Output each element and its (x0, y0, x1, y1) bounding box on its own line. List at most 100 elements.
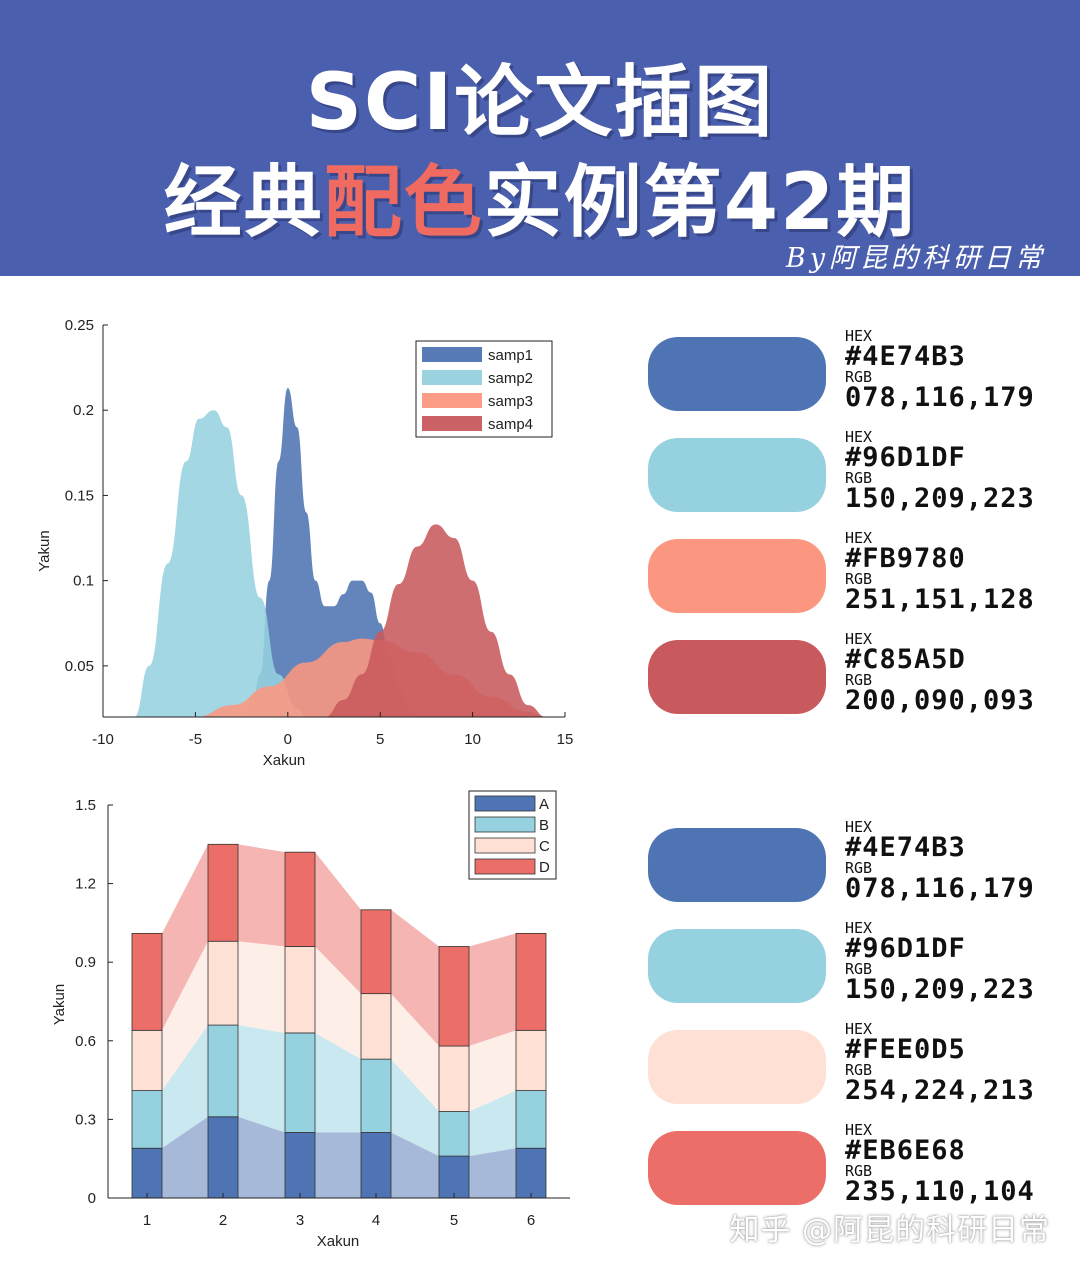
band-B (162, 1025, 208, 1149)
color-codes: HEX #4E74B3 RGB 078,116,179 (845, 818, 1035, 903)
hex-label: HEX (845, 919, 873, 937)
bar-D (284, 851, 316, 947)
legend-label: D (539, 859, 550, 876)
x-tick-label: 5 (376, 731, 384, 748)
bar-A (207, 1116, 239, 1199)
color-codes: HEX #96D1DF RGB 150,209,223 (845, 919, 1035, 1005)
color-swatch (648, 438, 826, 512)
band-C (162, 941, 208, 1091)
rgb-label: RGB (845, 1061, 873, 1079)
x-tick-label: 6 (527, 1212, 535, 1229)
hex-value: #EB6E68 (845, 1135, 966, 1166)
rgb-label: RGB (845, 368, 873, 386)
x-tick-label: 5 (450, 1212, 458, 1229)
title-highlight: 配色 (323, 158, 484, 248)
bar-A (284, 1132, 316, 1199)
x-axis-label: Xakun (317, 1233, 360, 1250)
density-area-chart: -10 -5 0 5 10 15 0.05 0.1 0.15 0.2 0.25 Xakun Yakun s… (36, 317, 574, 769)
hex-label: HEX (845, 630, 873, 648)
color-swatch-entry: HEX #EB6E68 RGB 235,110,104 (648, 1123, 1068, 1209)
legend-label: A (539, 796, 549, 813)
color-swatch-entry: HEX #4E74B3 RGB 078,116,179 (648, 329, 1068, 415)
color-swatch (648, 1030, 826, 1104)
rgb-label: RGB (845, 859, 873, 877)
rgb-label: RGB (845, 671, 873, 689)
band-C (238, 941, 285, 1033)
x-tick-label: 2 (219, 1212, 227, 1229)
bar-A (438, 1155, 470, 1199)
band-D (238, 844, 285, 947)
bar-C (515, 1029, 547, 1091)
legend-label: samp2 (488, 370, 533, 387)
band-D (469, 933, 516, 1047)
color-swatch (648, 828, 826, 902)
band-A (162, 1116, 208, 1198)
x-tick-label: 10 (464, 731, 481, 748)
hex-label: HEX (845, 327, 873, 345)
hex-value: #C85A5D (845, 644, 966, 675)
y-tick-label: 0.9 (75, 954, 96, 971)
bar-D (360, 909, 392, 995)
hex-value: #4E74B3 (845, 832, 966, 863)
legend-label: samp4 (488, 416, 533, 433)
legend-swatch (474, 858, 536, 875)
bar-A (131, 1147, 163, 1199)
bar-B (284, 1032, 316, 1133)
legend-label: samp1 (488, 347, 533, 364)
hex-label: HEX (845, 1020, 873, 1038)
color-codes: HEX #FEE0D5 RGB 254,224,213 (845, 1020, 1035, 1106)
title-line-2-part-a: 经典 (163, 158, 324, 248)
bar-D (515, 932, 547, 1031)
bar-C (207, 940, 239, 1026)
y-axis-label: Yakun (51, 984, 68, 1025)
rgb-label: RGB (845, 469, 873, 487)
hex-label: HEX (845, 818, 873, 836)
hex-value: #FEE0D5 (845, 1034, 966, 1065)
rgb-label: RGB (845, 570, 873, 588)
rgb-value: 251,151,128 (845, 584, 1035, 615)
band-B (391, 1059, 439, 1157)
y-tick-label: 0.05 (65, 658, 94, 675)
legend-label: B (539, 817, 549, 834)
area-samp4 (324, 524, 547, 717)
band-D (315, 852, 361, 994)
rgb-value: 078,116,179 (845, 382, 1035, 413)
y-tick-label: 0.15 (65, 487, 94, 504)
legend-swatch (422, 347, 482, 362)
color-codes: HEX #FB9780 RGB 251,151,128 (845, 531, 1035, 615)
x-tick-label: 0 (284, 731, 292, 748)
legend-swatch (422, 416, 482, 431)
y-tick-label: 0.25 (65, 317, 94, 334)
rgb-value: 254,224,213 (845, 1075, 1035, 1106)
color-swatch-entry: HEX #FEE0D5 RGB 254,224,213 (648, 1022, 1068, 1108)
y-axis-label: Yakun (36, 530, 53, 571)
title-line-2: 经典配色实例第42期 (0, 140, 1080, 252)
legend-label: samp3 (488, 393, 533, 410)
rgb-value: 150,209,223 (845, 974, 1035, 1005)
area-samp1 (250, 388, 418, 717)
y-tick-label: 1.2 (75, 876, 96, 893)
bar-C (131, 1029, 163, 1091)
bar-C (360, 993, 392, 1060)
title-line-2-part-b: 实例第42期 (483, 158, 917, 248)
x-tick-label: 15 (557, 731, 574, 748)
zhihu-watermark: 知乎 @阿昆的科研日常 (729, 1213, 1050, 1248)
bar-A (360, 1132, 392, 1199)
band-A (315, 1132, 361, 1198)
band-B (238, 1025, 285, 1133)
bar-C (284, 946, 316, 1034)
bar-A (515, 1147, 547, 1199)
legend-label: C (539, 838, 550, 855)
band-C (469, 1030, 516, 1112)
x-axis-label: Xakun (263, 752, 306, 769)
y-tick-label: 0.1 (73, 573, 94, 590)
y-tick-label: 1.5 (75, 797, 96, 814)
x-tick-label: -5 (189, 731, 202, 748)
bar-B (207, 1024, 239, 1118)
rgb-value: 235,110,104 (845, 1176, 1035, 1207)
band-A (391, 1132, 439, 1198)
bar-B (515, 1090, 547, 1149)
color-codes: HEX #C85A5D RGB 200,090,093 (845, 630, 1035, 715)
x-tick-label: 4 (372, 1212, 380, 1229)
